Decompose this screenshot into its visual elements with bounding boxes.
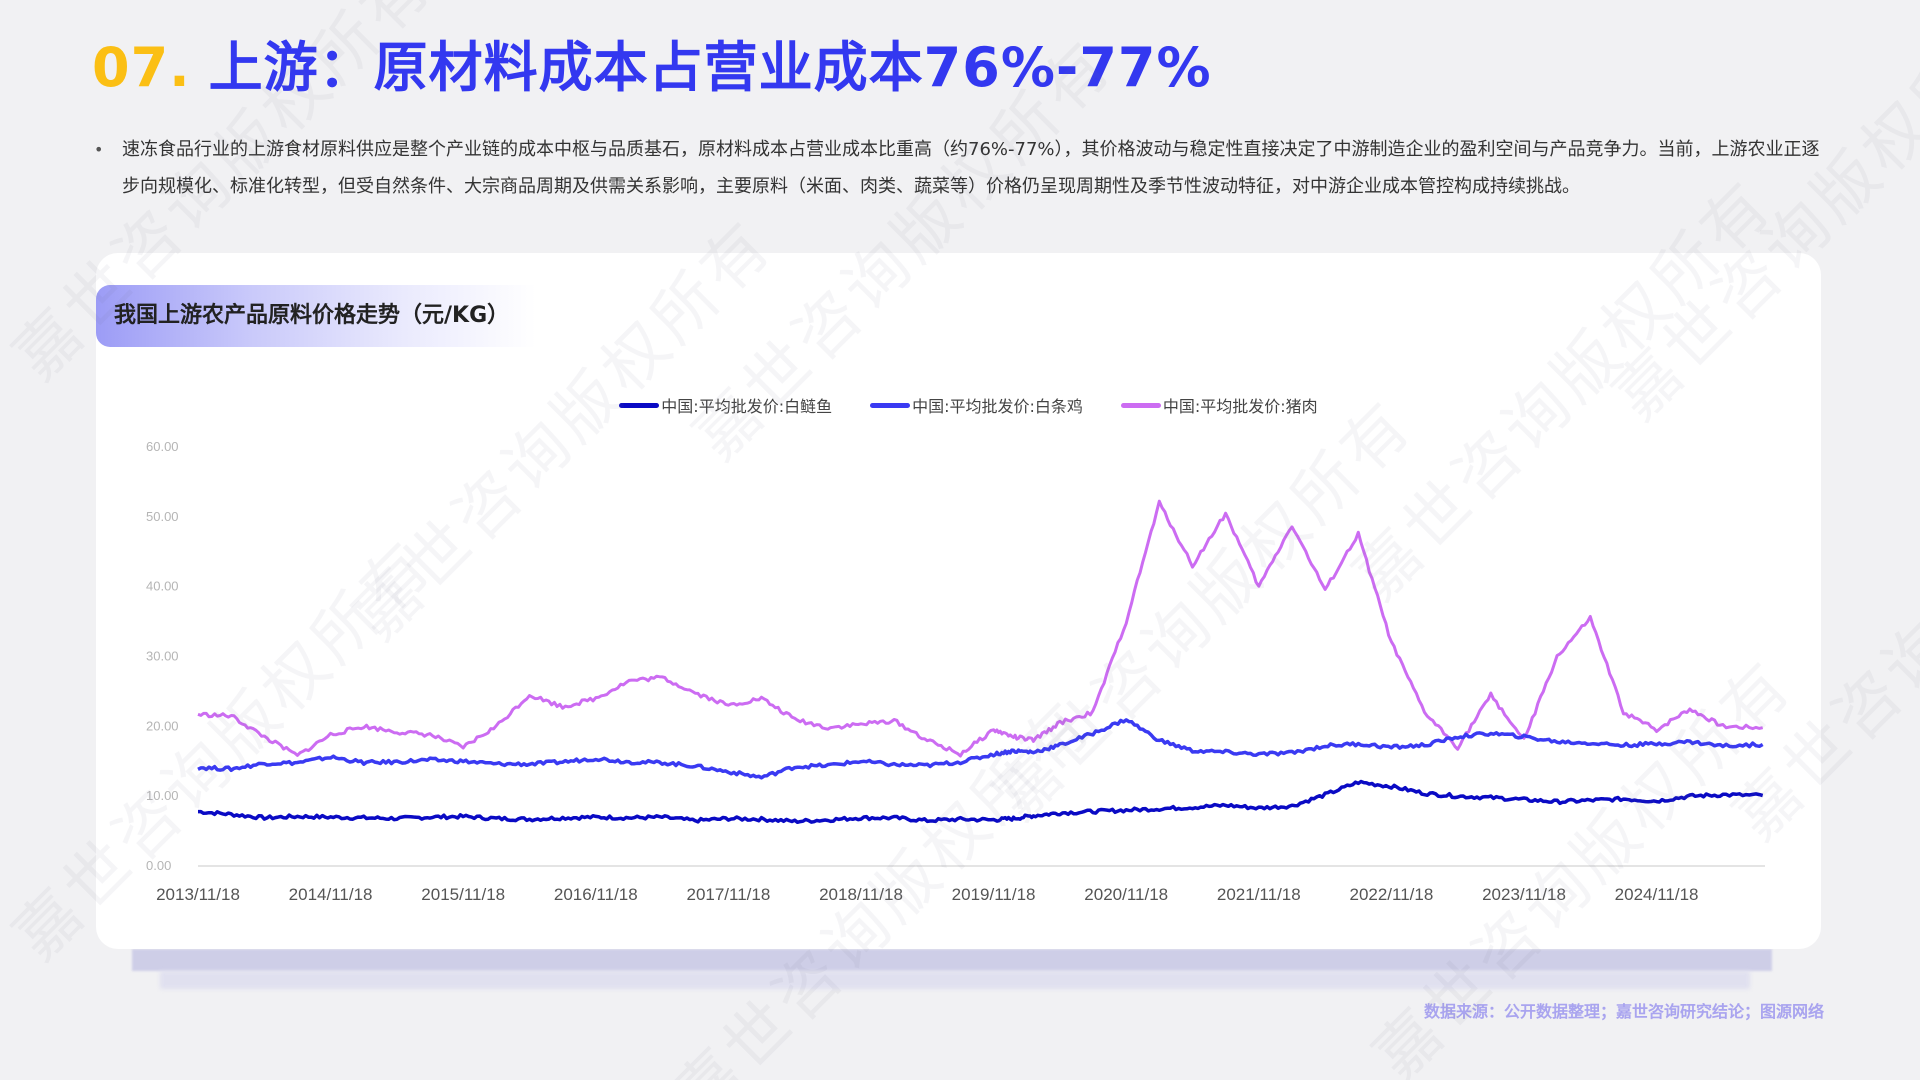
legend-label: 中国:平均批发价:白鲢鱼 xyxy=(661,397,833,416)
legend-label: 中国:平均批发价:猪肉 xyxy=(1162,397,1318,416)
x-tick-label: 2022/11/18 xyxy=(1349,885,1433,904)
card-shadow xyxy=(160,971,1750,989)
legend-swatch-icon xyxy=(1120,402,1161,408)
legend-label: 中国:平均批发价:白条鸡 xyxy=(912,397,1083,416)
data-source-note: 数据来源：公开数据整理；嘉世咨询研究结论；图源网络 xyxy=(1423,1002,1824,1021)
y-tick-label: 20.00 xyxy=(146,718,179,733)
legend-item-chicken[interactable]: 中国:平均批发价:白条鸡 xyxy=(870,393,1083,417)
legend-swatch-icon xyxy=(870,402,911,408)
x-tick-label: 2017/11/18 xyxy=(686,885,770,904)
x-tick-label: 2018/11/18 xyxy=(819,885,903,904)
legend-item-pork[interactable]: 中国:平均批发价:猪肉 xyxy=(1120,393,1318,417)
x-tick-label: 2014/11/18 xyxy=(289,885,373,904)
series-silver-carp xyxy=(198,779,1764,825)
y-tick-label: 0.00 xyxy=(146,858,171,873)
line-chart: 0.00 10.00 20.00 30.00 40.00 50.00 60.00 2013/… xyxy=(146,439,1765,904)
page-title-text: 上游：原材料成本占营业成本76%-77% xyxy=(208,36,1212,99)
x-tick-label: 2024/11/18 xyxy=(1615,885,1699,904)
section-number: 07. xyxy=(92,36,191,99)
bullet-icon: • xyxy=(94,140,104,159)
y-tick-label: 50.00 xyxy=(146,509,179,524)
legend-swatch-icon xyxy=(619,402,660,408)
chart-card: 我国上游农产品原料价格走势（元/KG） 中国:平均批发价:白鲢鱼 中国:平均批发… xyxy=(96,253,1821,949)
y-tick-label: 40.00 xyxy=(146,579,179,594)
legend-item-silver-carp[interactable]: 中国:平均批发价:白鲢鱼 xyxy=(619,393,832,417)
chart-legend: 中国:平均批发价:白鲢鱼 中国:平均批发价:白条鸡 中国:平均批发价:猪肉 xyxy=(96,393,1821,417)
intro-paragraph: • 速冻食品行业的上游食材原料供应是整个产业链的成本中枢与品质基石，原材料成本占… xyxy=(94,132,1834,205)
y-tick-label: 10.00 xyxy=(146,788,179,803)
x-tick-label: 2013/11/18 xyxy=(156,885,240,904)
card-shadow xyxy=(132,949,1772,971)
x-tick-label: 2019/11/18 xyxy=(952,885,1036,904)
y-tick-label: 60.00 xyxy=(146,439,179,454)
intro-text: 速冻食品行业的上游食材原料供应是整个产业链的成本中枢与品质基石，原材料成本占营业… xyxy=(122,139,1820,197)
x-tick-label: 2016/11/18 xyxy=(554,885,638,904)
x-axis: 2013/11/18 2014/11/18 2015/11/18 2016/11/18… xyxy=(156,885,1698,904)
series-chicken xyxy=(197,718,1764,780)
series-layer xyxy=(197,499,1764,825)
x-tick-label: 2020/11/18 xyxy=(1084,885,1168,904)
y-tick-label: 30.00 xyxy=(146,649,179,664)
x-tick-label: 2015/11/18 xyxy=(421,885,505,904)
page-title: 07. 上游：原材料成本占营业成本76%-77% xyxy=(92,30,1212,106)
x-tick-label: 2021/11/18 xyxy=(1217,885,1301,904)
series-pork xyxy=(197,499,1764,758)
x-tick-label: 2023/11/18 xyxy=(1482,885,1566,904)
chart-title: 我国上游农产品原料价格走势（元/KG） xyxy=(96,285,536,347)
y-axis: 0.00 10.00 20.00 30.00 40.00 50.00 60.00 xyxy=(146,439,179,873)
